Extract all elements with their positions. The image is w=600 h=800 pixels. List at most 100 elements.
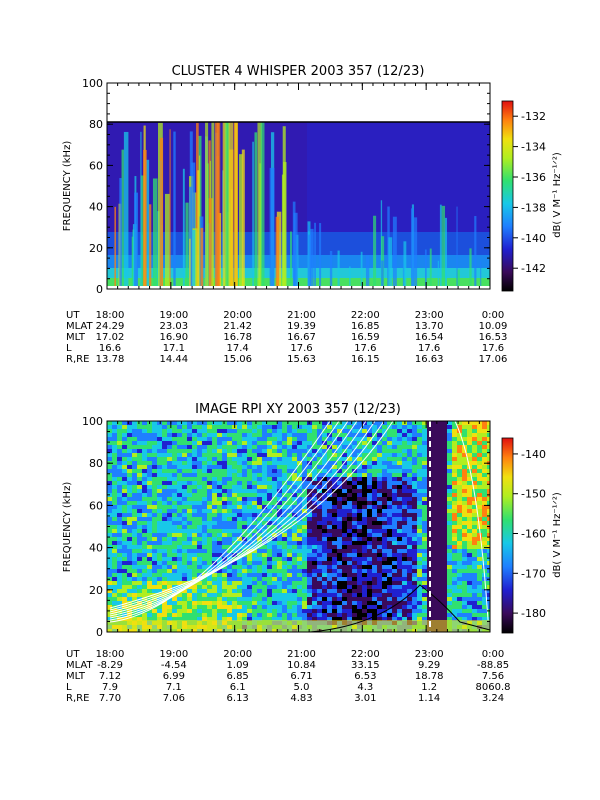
cell [202, 509, 207, 513]
cell [457, 581, 462, 585]
cell [412, 509, 417, 513]
cell [327, 505, 332, 509]
cell [462, 537, 467, 541]
cell [287, 537, 292, 541]
cell [217, 581, 222, 585]
cell [337, 489, 342, 493]
cell [302, 593, 307, 597]
cell [372, 429, 377, 433]
cell [252, 441, 257, 445]
cell [222, 433, 227, 437]
cell [262, 501, 267, 505]
cell [397, 541, 402, 545]
cell [407, 449, 412, 453]
cell [442, 581, 447, 585]
cell [177, 497, 182, 501]
cell [337, 525, 342, 529]
cell [452, 537, 457, 541]
cell [242, 429, 247, 433]
cell [182, 529, 187, 533]
cell [147, 593, 152, 597]
cell [412, 541, 417, 545]
cell [107, 605, 112, 609]
cell [137, 577, 142, 581]
cell [347, 557, 352, 561]
cell [222, 613, 227, 617]
cell [462, 541, 467, 545]
cell [387, 609, 392, 613]
cell [467, 597, 472, 601]
cell [422, 581, 427, 585]
cell [122, 541, 127, 545]
cell [212, 477, 217, 481]
cell [112, 477, 117, 481]
cell [442, 461, 447, 465]
ephemeris-value: 16.53 [479, 332, 508, 343]
cell [392, 465, 397, 469]
cell [207, 469, 212, 473]
cell [267, 489, 272, 493]
cell [472, 449, 477, 453]
cell [312, 481, 317, 485]
cell [352, 581, 357, 585]
cell [352, 505, 357, 509]
cell [312, 593, 317, 597]
cell [237, 437, 242, 441]
cell [227, 445, 232, 449]
cell [382, 481, 387, 485]
cell [207, 501, 212, 505]
cell [292, 617, 297, 621]
cell [172, 433, 177, 437]
y-tick-label: 100 [82, 415, 103, 428]
cell [287, 541, 292, 545]
cell [282, 469, 287, 473]
cell [197, 573, 202, 577]
overlay-curve [109, 421, 358, 617]
cell [197, 561, 202, 565]
cell [407, 421, 412, 425]
cell [352, 613, 357, 617]
cell [182, 489, 187, 493]
cell [267, 553, 272, 557]
cell [247, 497, 252, 501]
cell [302, 433, 307, 437]
cell [307, 429, 312, 433]
cell [482, 429, 487, 433]
cell [467, 501, 472, 505]
burst [143, 149, 147, 286]
cell [262, 593, 267, 597]
cell [347, 513, 352, 517]
cell [467, 513, 472, 517]
cell [162, 557, 167, 561]
cell [397, 525, 402, 529]
cell [187, 513, 192, 517]
cell [172, 449, 177, 453]
cell [267, 457, 272, 461]
cell [457, 481, 462, 485]
cell [337, 545, 342, 549]
cell [432, 553, 437, 557]
cell [127, 465, 132, 469]
cell [282, 521, 287, 525]
cell [112, 533, 117, 537]
cell [282, 441, 287, 445]
cell [442, 501, 447, 505]
cell [477, 585, 482, 589]
cell [142, 485, 147, 489]
cell [362, 453, 367, 457]
cell [467, 589, 472, 593]
cell [352, 565, 357, 569]
cell [447, 537, 452, 541]
cell [147, 589, 152, 593]
cell [407, 601, 412, 605]
cell [447, 485, 452, 489]
cell [142, 437, 147, 441]
cell [347, 425, 352, 429]
cell [232, 533, 237, 537]
cell [262, 461, 267, 465]
cell [162, 457, 167, 461]
cell [472, 453, 477, 457]
cell [137, 509, 142, 513]
cell [377, 589, 382, 593]
cell [317, 557, 322, 561]
